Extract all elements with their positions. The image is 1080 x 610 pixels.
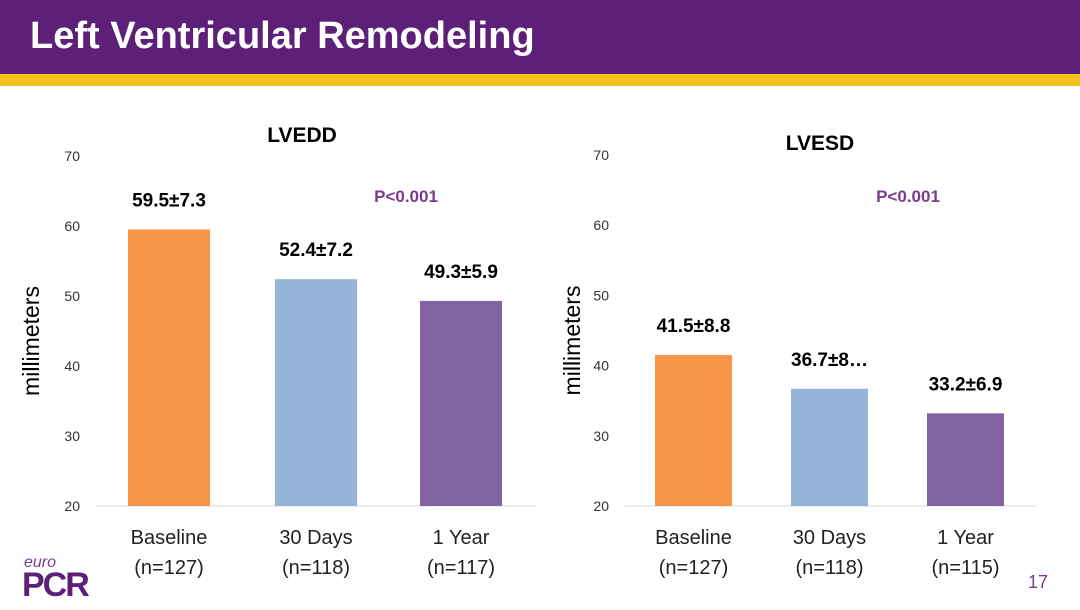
category-label: Baseline: [131, 527, 208, 549]
data-label: 52.4±7.2: [279, 240, 353, 261]
logo-euro-text: euro: [24, 554, 57, 571]
bar: [927, 413, 1004, 506]
y-tick-label: 50: [64, 288, 80, 304]
bar: [655, 355, 732, 506]
y-axis-title: millimeters: [559, 286, 585, 396]
slide-title: Left Ventricular Remodeling: [30, 15, 535, 57]
y-tick-label: 70: [593, 147, 609, 163]
y-tick-label: 30: [593, 428, 609, 444]
p-value-annotation: P<0.001: [374, 187, 438, 206]
y-tick-label: 30: [64, 428, 80, 444]
category-label: 1 Year: [937, 527, 994, 549]
category-sublabel: (n=118): [795, 557, 863, 579]
chart-title: LVESD: [786, 132, 854, 155]
bar: [420, 300, 502, 506]
y-tick-label: 60: [593, 217, 609, 233]
data-label: 49.3±5.9: [424, 262, 498, 283]
category-label: 1 Year: [433, 527, 490, 549]
category-sublabel: (n=115): [931, 557, 999, 579]
y-tick-label: 40: [64, 358, 80, 374]
y-tick-label: 70: [64, 148, 80, 164]
bar: [275, 279, 357, 506]
data-label: 36.7±8…: [791, 350, 868, 371]
bar: [791, 388, 868, 506]
category-sublabel: (n=127): [134, 557, 204, 579]
y-tick-label: 20: [64, 498, 80, 514]
europcr-logo: euro PCR: [22, 555, 104, 605]
data-label: 59.5±7.3: [132, 191, 206, 212]
p-value-annotation: P<0.001: [876, 187, 940, 206]
title-bar-stripe: [0, 74, 1080, 86]
category-sublabel: (n=127): [659, 557, 729, 579]
y-tick-label: 60: [64, 218, 80, 234]
page-number: 17: [1028, 572, 1049, 592]
category-sublabel: (n=118): [282, 557, 350, 579]
data-label: 33.2±6.9: [929, 374, 1003, 395]
y-tick-label: 40: [593, 358, 609, 374]
y-tick-label: 50: [593, 287, 609, 303]
data-label: 41.5±8.8: [657, 316, 731, 337]
title-bar: [0, 0, 1080, 74]
y-tick-label: 20: [593, 498, 609, 514]
category-label: 30 Days: [793, 527, 866, 549]
category-sublabel: (n=117): [427, 557, 495, 579]
category-label: Baseline: [655, 527, 732, 549]
category-label: 30 Days: [279, 527, 352, 549]
logo-pcr-text: PCR: [22, 566, 90, 604]
chart-title: LVEDD: [267, 124, 337, 147]
y-axis-title: millimeters: [18, 286, 44, 396]
bar: [128, 229, 210, 506]
